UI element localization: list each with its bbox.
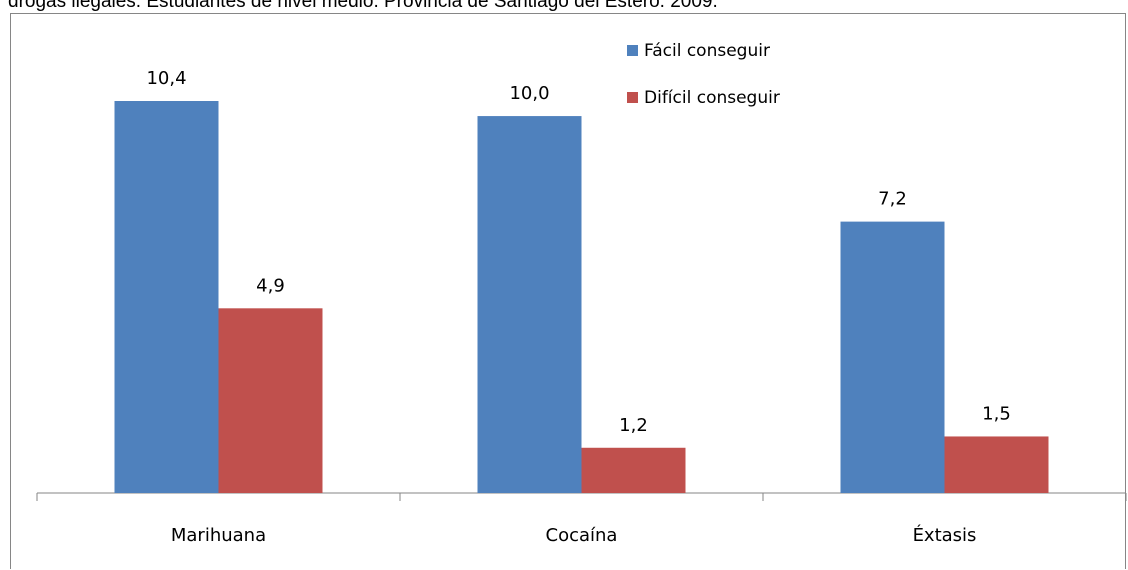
- x-tick-label-marihuana: Marihuana: [171, 525, 266, 546]
- legend-label-facil-conseguir: Fácil conseguir: [644, 41, 770, 61]
- legend-swatch-facil-conseguir: [627, 45, 638, 56]
- bar-facil-conseguir-cocaina: [477, 116, 582, 494]
- bar-dificil-conseguir-extasis: [944, 436, 1049, 493]
- data-label-facil-conseguir-extasis: 7,2: [878, 189, 907, 210]
- data-label-facil-conseguir-cocaina: 10,0: [509, 83, 549, 104]
- chart-title: drogas ilegales. Estudiantes de nivel me…: [8, 0, 718, 12]
- bar-dificil-conseguir-marihuana: [218, 308, 323, 493]
- x-tick-label-extasis: Éxtasis: [913, 524, 977, 546]
- legend-label-dificil-conseguir: Difícil conseguir: [644, 88, 780, 108]
- data-label-facil-conseguir-marihuana: 10,4: [146, 68, 186, 89]
- data-label-dificil-conseguir-marihuana: 4,9: [256, 275, 285, 296]
- legend-swatch-dificil-conseguir: [627, 92, 638, 103]
- bar-facil-conseguir-marihuana: [114, 101, 219, 493]
- bar-facil-conseguir-extasis: [840, 221, 945, 493]
- x-tick-label-cocaina: Cocaína: [546, 525, 618, 546]
- bar-dificil-conseguir-cocaina: [581, 447, 686, 493]
- chart-frame: [10, 13, 1126, 569]
- data-label-dificil-conseguir-extasis: 1,5: [982, 403, 1011, 424]
- data-label-dificil-conseguir-cocaina: 1,2: [619, 415, 648, 436]
- legend: Fácil conseguir Difícil conseguir: [627, 41, 780, 108]
